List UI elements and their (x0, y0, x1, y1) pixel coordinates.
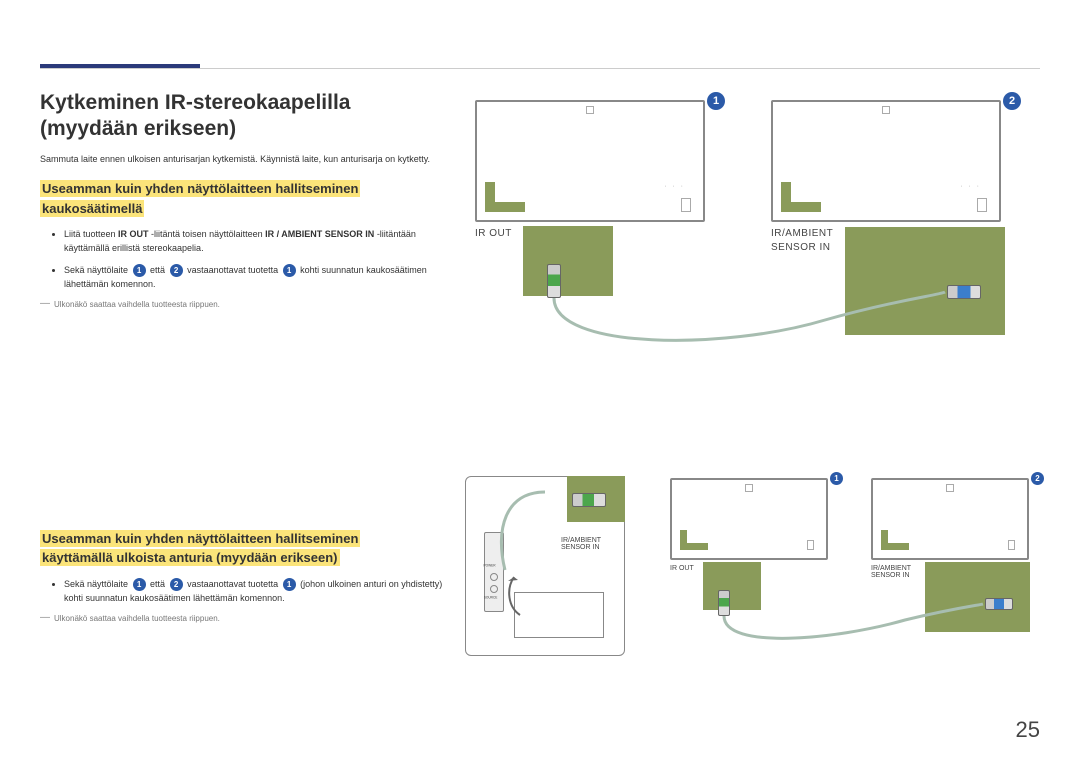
s2-bullet1: Sekä näyttölaite 1 että 2 vastaanottavat… (64, 578, 460, 606)
green-plug-1-icon (547, 264, 561, 298)
badge-2-icon: 2 (170, 264, 183, 277)
label-ir-out-2: IR OUT (670, 565, 694, 572)
s2-h-line1: Useamman kuin yhden näyttölaitteen halli… (40, 530, 360, 547)
label-ir-out: IR OUT (475, 228, 512, 239)
port-box-2 (845, 227, 1005, 335)
tv2-top-icon (882, 106, 890, 114)
tv-2: · · · (771, 100, 1001, 222)
s1-h-line1: Useamman kuin yhden näyttölaitteen halli… (40, 180, 360, 197)
badge-1-icon: 1 (133, 264, 146, 277)
header-rule (40, 68, 1040, 69)
s1-bullet1: Liitä tuotteen IR OUT -liitäntä toisen n… (64, 228, 460, 256)
section1-heading: Useamman kuin yhden näyttölaitteen halli… (40, 179, 460, 218)
label-iras-2: IR/AMBIENTSENSOR IN (871, 565, 911, 579)
title-line1: Kytkeminen IR-stereokaapelilla (40, 91, 350, 114)
blue-plug-1-icon (947, 285, 981, 299)
badge-1-large-icon: 1 (707, 92, 725, 110)
tv2-port-icon (977, 198, 987, 212)
badge-1d-icon: 1 (283, 578, 296, 591)
tv3-port-icon (807, 540, 814, 550)
tv4-top-icon (946, 484, 954, 492)
badge-2-sm-icon: 2 (1031, 472, 1044, 485)
label-power: POWER (484, 564, 496, 568)
label-ir-ambient: IR/AMBIENT (771, 228, 833, 239)
section2-bullets: Sekä näyttölaite 1 että 2 vastaanottavat… (40, 578, 460, 606)
tv1-top-icon (586, 106, 594, 114)
badge-1-sm-icon: 1 (830, 472, 843, 485)
s1-bullet2: Sekä näyttölaite 1 että 2 vastaanottavat… (64, 264, 460, 292)
arrow-up-icon (500, 567, 530, 617)
left-column: Kytkeminen IR-stereokaapelilla (myydään … (40, 90, 460, 623)
section2-heading: Useamman kuin yhden näyttölaitteen halli… (40, 529, 460, 568)
label-iras-1: IR/AMBIENTSENSOR IN (561, 537, 621, 551)
tv-3 (670, 478, 828, 560)
tv2-bracket-icon (781, 182, 821, 212)
tv2-dots-icon: · · · (960, 183, 979, 190)
badge-2-large-icon: 2 (1003, 92, 1021, 110)
section1-bullets: Liitä tuotteen IR OUT -liitäntä toisen n… (40, 228, 460, 292)
tv4-port-icon (1008, 540, 1015, 550)
intro-text: Sammuta laite ennen ulkoisen anturisarja… (40, 153, 460, 166)
section2-note: Ulkonäkö saattaa vaihdella tuotteesta ri… (54, 614, 460, 623)
page-number: 25 (1016, 717, 1040, 743)
s2-h-line2: käyttämällä ulkoista anturia (myydään er… (40, 549, 340, 566)
section2: Useamman kuin yhden näyttölaitteen halli… (40, 529, 460, 623)
section1-note: Ulkonäkö saattaa vaihdella tuotteesta ri… (54, 300, 460, 309)
green-plug-2-icon (572, 493, 606, 507)
tv1-dots-icon: · · · (664, 183, 683, 190)
tv4-bracket-icon (881, 530, 909, 550)
page-title: Kytkeminen IR-stereokaapelilla (myydään … (40, 90, 460, 143)
s1-h-line2: kaukosäätimellä (40, 200, 144, 217)
title-line2: (myydään erikseen) (40, 117, 236, 140)
header-accent (40, 64, 200, 68)
panel-sensor: IR/AMBIENTSENSOR IN POWER SOURCE (465, 476, 625, 656)
port-box-4 (925, 562, 1030, 632)
badge-1c-icon: 1 (133, 578, 146, 591)
tv1-bracket-icon (485, 182, 525, 212)
green-plug-3-icon (718, 590, 730, 616)
tv1-port-icon (681, 198, 691, 212)
tv3-top-icon (745, 484, 753, 492)
tv3-bracket-icon (680, 530, 708, 550)
tv-4 (871, 478, 1029, 560)
label-sensor-in: SENSOR IN (771, 242, 831, 253)
badge-2b-icon: 2 (170, 578, 183, 591)
label-source: SOURCE (484, 596, 498, 600)
port-box-1 (523, 226, 613, 296)
port-box-3 (703, 562, 761, 610)
blue-plug-2-icon (985, 598, 1013, 610)
badge-1b-icon: 1 (283, 264, 296, 277)
tv-1: · · · (475, 100, 705, 222)
